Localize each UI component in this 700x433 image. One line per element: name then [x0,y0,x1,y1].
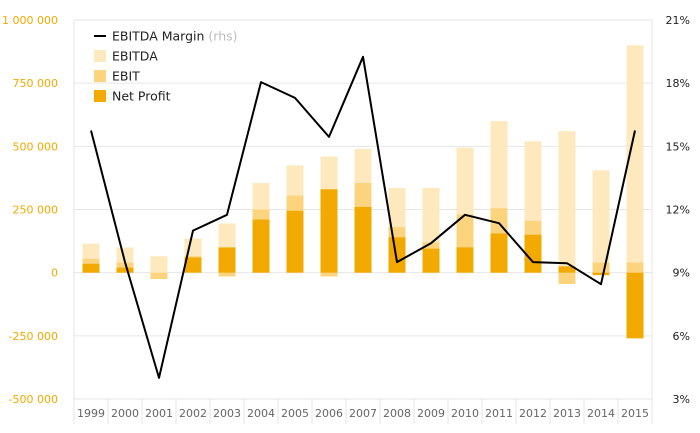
bar-net-profit-2000 [116,267,134,273]
y-left-tick-label: -500 000 [9,393,58,406]
legend-label-net-profit: Net Profit [112,89,171,104]
y-axis-right: 3% 6% 9% 12% 15% 18% 21% [666,14,690,406]
bar-net-profit-2003 [218,247,236,273]
x-tick-label: 2011 [485,407,513,420]
bar-ebit-2015 [626,262,644,273]
y-left-tick-label: 0 [51,267,58,280]
bar-net-profit-2011 [490,233,508,273]
x-tick-label: 2002 [179,407,207,420]
x-tick-label: 2010 [451,407,479,420]
bar-ebit-2003 [218,272,236,277]
y-right-tick-label: 3% [673,393,690,406]
bar-ebitda-2015 [626,45,644,273]
y-right-tick-label: 15% [666,140,690,153]
x-tick-label: 2004 [247,407,275,420]
legend-swatch-ebitda [94,50,106,62]
legend-label-ebit: EBIT [112,69,140,84]
x-tick-label: 2009 [417,407,445,420]
y-left-tick-label: 500 000 [13,140,59,153]
x-tick-label: 2000 [111,407,139,420]
bar-net-profit-1999 [82,263,100,273]
y-left-tick-label: -250 000 [9,330,58,343]
bar-net-profit-2004 [252,219,270,273]
bar-net-profit-2008 [388,237,406,273]
bar-net-profit-2002 [184,257,202,273]
y-left-tick-label: 1 000 000 [2,14,58,27]
x-tick-label: 2007 [349,407,377,420]
x-tick-label: 1999 [77,407,105,420]
x-tick-label: 2001 [145,407,173,420]
margin-line [90,55,636,379]
y-right-tick-label: 21% [666,14,690,27]
y-left-tick-label: 750 000 [13,77,59,90]
bar-ebitda-2013 [558,131,576,273]
legend-swatch-net-profit [94,90,106,102]
bar-net-profit-2012 [524,234,542,273]
y-right-tick-label: 9% [673,267,690,280]
legend: EBITDA Margin (rhs) EBITDA EBIT Net Profit [94,29,238,104]
bar-net-profit-2010 [456,247,474,273]
bar-net-profit-2009 [422,248,440,273]
x-tick-label: 2014 [587,407,615,420]
x-tick-label: 2003 [213,407,241,420]
y-right-tick-label: 12% [666,204,690,217]
x-tick-label: 2005 [281,407,309,420]
bar-ebitda-2001 [150,256,168,273]
y-right-tick-label: 6% [673,330,690,343]
x-tick-label: 2015 [621,407,649,420]
legend-label-ebitda-margin: EBITDA Margin (rhs) [112,29,238,44]
bar-ebit-2006 [320,272,338,277]
bar-net-profit-2014 [592,272,610,276]
bar-ebit-2014 [592,262,610,273]
bar-ebit-2013 [558,272,576,285]
bar-ebitda-2014 [592,170,610,273]
bar-net-profit-2015 [626,272,644,339]
y-axis-left: -500 000 -250 000 0 250 000 500 000 750 000 1 … [2,14,58,406]
bar-net-profit-2006 [320,189,338,273]
x-tick-label: 2008 [383,407,411,420]
x-tick-label: 2013 [553,407,581,420]
legend-label-suffix: (rhs) [204,29,237,44]
legend-swatch-ebit [94,70,106,82]
bars [82,45,644,339]
y-left-tick-label: 250 000 [13,204,59,217]
x-axis: 1999 2000 2001 2002 2003 2004 2005 2006 2007 2008… [73,399,653,424]
bar-ebit-2001 [150,272,168,279]
y-right-tick-label: 18% [666,77,690,90]
legend-label-ebitda: EBITDA [112,49,158,64]
bar-net-profit-2005 [286,210,304,273]
x-tick-label: 2012 [519,407,547,420]
bar-net-profit-2013 [558,266,576,273]
gridlines [73,19,653,400]
x-tick-label: 2006 [315,407,343,420]
bar-net-profit-2007 [354,206,372,273]
line-ebitda-margin [90,55,636,379]
